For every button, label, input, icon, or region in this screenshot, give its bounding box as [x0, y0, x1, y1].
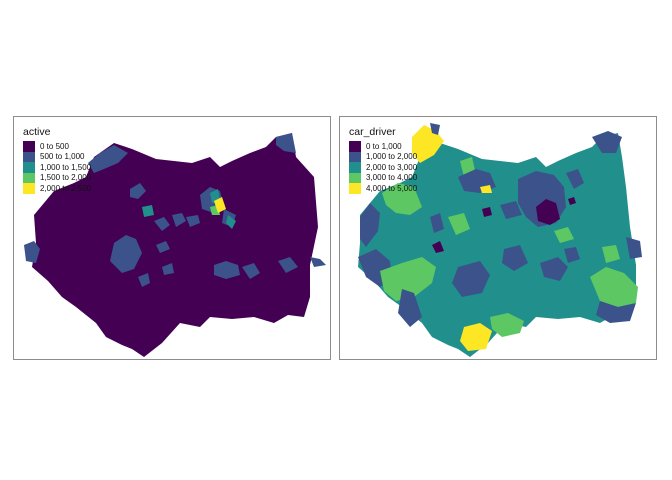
- region-mid-navy-1: [430, 213, 444, 233]
- region-ne-navy: [592, 131, 622, 153]
- region-south-1: [214, 261, 240, 279]
- region-city-purple-1: [536, 199, 560, 225]
- legend-title: car_driver: [349, 126, 396, 138]
- region-mid-navy-4: [452, 261, 490, 297]
- region-main-car-driver: [358, 129, 636, 357]
- legend-label: 0 to 1,000: [366, 141, 402, 151]
- legend-swatch: [349, 172, 361, 183]
- region-yellow-1: [214, 197, 226, 213]
- region-east-edge: [310, 257, 326, 267]
- region-city-navy-2: [566, 169, 584, 189]
- legend-swatch: [23, 172, 35, 183]
- legend-item: 3,000 to 4,000: [349, 172, 418, 183]
- legend-label: 500 to 1,000: [40, 152, 85, 162]
- legend-title: active: [23, 126, 51, 138]
- region-mid-7: [156, 241, 170, 253]
- region-east-navy: [626, 237, 642, 259]
- region-south-4: [162, 263, 174, 275]
- legend-label: 2,000 to 3,000: [366, 162, 418, 172]
- region-ne: [276, 133, 296, 153]
- region-mid-green-1: [448, 213, 470, 235]
- legend-item: 2,000 to 3,000: [349, 162, 417, 173]
- region-teal-1: [142, 205, 154, 217]
- legend-label: 3,000 to 4,000: [366, 173, 418, 183]
- region-mid-1: [130, 183, 146, 199]
- region-nw: [88, 145, 128, 173]
- legend-item: 0 to 500: [23, 141, 91, 152]
- legend-label: 1,500 to 2,000: [40, 173, 92, 183]
- region-se-green: [590, 267, 638, 307]
- region-nw-green: [382, 183, 422, 215]
- region-center-yellow: [480, 185, 492, 193]
- legend-item: 500 to 1,000: [23, 151, 91, 162]
- region-mid-navy-5: [502, 245, 528, 271]
- region-mid-5: [172, 213, 186, 227]
- legend-label: 4,000 to 5,000: [366, 183, 418, 193]
- region-mid-2: [110, 235, 142, 273]
- legend-label: 0 to 500: [40, 141, 69, 151]
- region-south-3: [278, 257, 298, 273]
- legend-label: 1,000 to 2,000: [366, 152, 418, 162]
- region-west-purple: [432, 241, 444, 253]
- legend-car-driver: car_driver 0 to 1,000 1,000 to 2,000 2,0…: [349, 126, 417, 194]
- legend-label: 1,000 to 1,500: [40, 162, 92, 172]
- region-mid-4: [154, 217, 170, 231]
- region-se-navy: [596, 301, 636, 323]
- map-panel-car-driver: car_driver 0 to 1,000 1,000 to 2,000 2,0…: [339, 116, 657, 360]
- region-mid-6: [186, 215, 200, 227]
- region-mid-3: [138, 273, 150, 287]
- legend-swatch: [349, 162, 361, 173]
- legend-label: 2,000 to 2,500: [40, 183, 92, 193]
- legend-swatch: [349, 151, 361, 162]
- choropleth-map-active: [24, 133, 326, 357]
- region-south-2: [242, 263, 260, 279]
- region-west: [24, 241, 40, 263]
- legend-item: 2,000 to 2,500: [23, 183, 91, 194]
- region-mid-navy-7: [564, 247, 580, 263]
- region-city-purple-2: [568, 197, 576, 205]
- choropleth-map-car-driver: [358, 123, 642, 357]
- legend-item: 4,000 to 5,000: [349, 183, 417, 194]
- region-nw-navy: [430, 123, 440, 135]
- region-mid-navy-3: [500, 201, 522, 219]
- region-south-green: [490, 313, 524, 337]
- legend-swatch: [349, 183, 361, 194]
- region-mid-navy-6: [540, 257, 568, 281]
- legend-swatch: [23, 183, 35, 194]
- legend-item: 1,500 to 2,000: [23, 172, 92, 183]
- legend-item: 1,000 to 1,500: [23, 162, 91, 173]
- map-panel-active: active 0 to 500 500 to 1,000 1,000 to 1,…: [13, 116, 331, 360]
- region-east-green: [602, 245, 620, 263]
- region-nw-yellow: [412, 125, 444, 163]
- legend-active: active 0 to 500 500 to 1,000 1,000 to 1,…: [23, 126, 91, 194]
- region-south-navy-1: [398, 289, 422, 327]
- legend-swatch: [23, 162, 35, 173]
- region-sw-green: [380, 257, 436, 301]
- region-center-green-2: [554, 227, 574, 243]
- region-south-yellow: [460, 323, 492, 351]
- legend-swatch: [23, 141, 35, 152]
- region-main-active: [32, 133, 318, 357]
- region-teal-3: [226, 215, 236, 229]
- region-west-navy: [360, 203, 380, 247]
- legend-swatch: [23, 151, 35, 162]
- region-city-purple-3: [482, 207, 492, 217]
- legend-swatch: [349, 141, 361, 152]
- legend-item: 0 to 1,000: [349, 141, 417, 152]
- legend-item: 1,000 to 2,000: [349, 151, 418, 162]
